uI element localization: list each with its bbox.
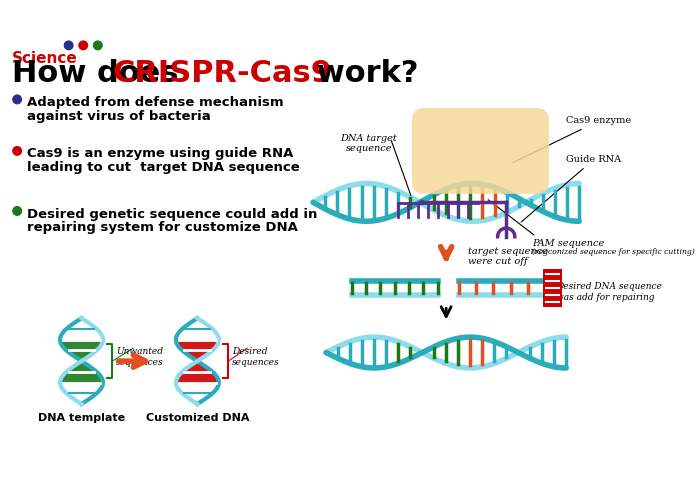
Text: work?: work? xyxy=(307,59,419,88)
Text: repairing system for customize DNA: repairing system for customize DNA xyxy=(27,221,298,234)
Text: PAM sequence: PAM sequence xyxy=(532,239,604,248)
Text: leading to cut  target DNA sequence: leading to cut target DNA sequence xyxy=(27,161,300,174)
Text: (regconized sequence for specific cutting): (regconized sequence for specific cuttin… xyxy=(532,248,694,256)
Text: Adapted from defense mechanism: Adapted from defense mechanism xyxy=(27,96,284,109)
Text: CRISPR-Cas9: CRISPR-Cas9 xyxy=(113,59,332,88)
Text: Customized DNA: Customized DNA xyxy=(146,412,249,422)
Text: Unwanted
sequences: Unwanted sequences xyxy=(116,347,164,367)
Text: Cas9 is an enzyme using guide RNA: Cas9 is an enzyme using guide RNA xyxy=(27,148,294,161)
Circle shape xyxy=(64,41,73,50)
Text: against virus of bacteria: against virus of bacteria xyxy=(27,110,211,123)
Circle shape xyxy=(79,41,88,50)
Text: Science: Science xyxy=(12,50,78,66)
Text: Desired genetic sequence could add in: Desired genetic sequence could add in xyxy=(27,207,318,220)
Text: How does: How does xyxy=(12,59,189,88)
Circle shape xyxy=(13,206,22,215)
Text: DNA target
sequence: DNA target sequence xyxy=(341,134,398,153)
Text: Desired DNA sequence
was add for repairing: Desired DNA sequence was add for repairi… xyxy=(556,282,662,301)
Circle shape xyxy=(13,95,22,104)
Text: Cas9 enzyme: Cas9 enzyme xyxy=(513,117,631,163)
FancyBboxPatch shape xyxy=(543,269,562,307)
Text: Desired
sequences: Desired sequences xyxy=(232,347,279,367)
FancyBboxPatch shape xyxy=(412,108,549,194)
Text: target sequence
were cut off: target sequence were cut off xyxy=(468,247,547,266)
Circle shape xyxy=(13,147,22,155)
Circle shape xyxy=(94,41,102,50)
Text: Guide RNA: Guide RNA xyxy=(522,155,622,222)
Text: DNA template: DNA template xyxy=(38,412,125,422)
